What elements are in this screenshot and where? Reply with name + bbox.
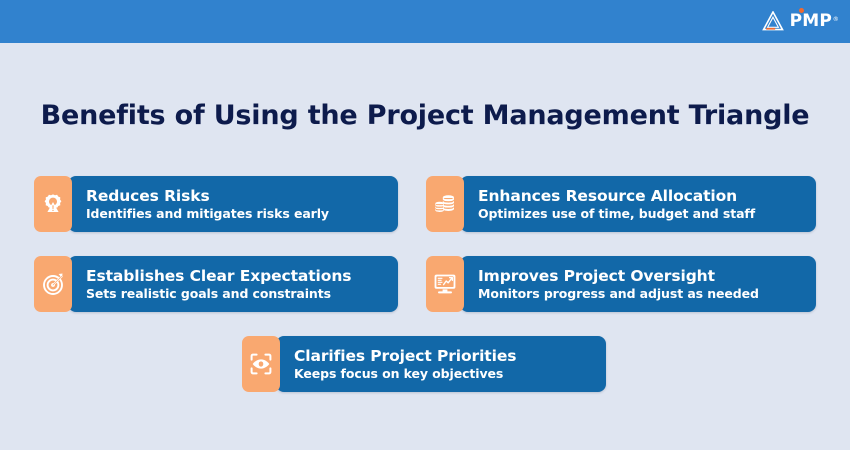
card-subtitle: Identifies and mitigates risks early bbox=[86, 205, 329, 221]
card-title: Clarifies Project Priorities bbox=[294, 346, 517, 365]
monitor-chart-icon bbox=[434, 274, 456, 294]
logo-dot-icon bbox=[798, 8, 804, 13]
icon-tile bbox=[426, 176, 464, 232]
benefit-card-improves-project-oversight[interactable]: Improves Project Oversight Monitors prog… bbox=[426, 256, 816, 312]
logo-text-value: PMP bbox=[789, 11, 832, 31]
benefit-card-clarifies-project-priorities[interactable]: Clarifies Project Priorities Keeps focus… bbox=[242, 336, 606, 392]
card-body: Establishes Clear Expectations Sets real… bbox=[68, 256, 398, 312]
coin-stack-icon bbox=[435, 195, 454, 212]
icon-tile bbox=[34, 176, 72, 232]
card-subtitle: Keeps focus on key objectives bbox=[294, 365, 504, 381]
icon-tile bbox=[34, 256, 72, 312]
card-body: Clarifies Project Priorities Keeps focus… bbox=[276, 336, 606, 392]
card-body: Reduces Risks Identifies and mitigates r… bbox=[68, 176, 398, 232]
card-title: Enhances Resource Allocation bbox=[478, 186, 738, 205]
header-bar: PMP ® bbox=[0, 0, 850, 43]
target-dart-icon bbox=[43, 273, 63, 295]
card-subtitle: Monitors progress and adjust as needed bbox=[478, 285, 759, 301]
benefit-card-establishes-clear-expectations[interactable]: Establishes Clear Expectations Sets real… bbox=[34, 256, 398, 312]
benefit-card-reduces-risks[interactable]: Reduces Risks Identifies and mitigates r… bbox=[34, 176, 398, 232]
page-title: Benefits of Using the Project Management… bbox=[40, 100, 810, 131]
card-title: Establishes Clear Expectations bbox=[86, 266, 352, 285]
icon-tile bbox=[426, 256, 464, 312]
triangle-mountain-icon bbox=[761, 11, 784, 31]
card-subtitle: Sets realistic goals and constraints bbox=[86, 285, 331, 301]
eye-focus-icon bbox=[250, 353, 272, 375]
gear-warning-icon bbox=[44, 194, 62, 212]
brand-logo[interactable]: PMP ® bbox=[761, 8, 839, 33]
card-subtitle: Optimizes use of time, budget and staff bbox=[478, 205, 756, 221]
card-body: Enhances Resource Allocation Optimizes u… bbox=[460, 176, 816, 232]
benefit-card-enhances-resource-allocation[interactable]: Enhances Resource Allocation Optimizes u… bbox=[426, 176, 816, 232]
card-title: Reduces Risks bbox=[86, 186, 210, 205]
card-title: Improves Project Oversight bbox=[478, 266, 715, 285]
icon-tile bbox=[242, 336, 280, 392]
logo-trademark: ® bbox=[832, 16, 839, 23]
card-body: Improves Project Oversight Monitors prog… bbox=[460, 256, 816, 312]
logo-wordmark: PMP ® bbox=[789, 8, 839, 31]
